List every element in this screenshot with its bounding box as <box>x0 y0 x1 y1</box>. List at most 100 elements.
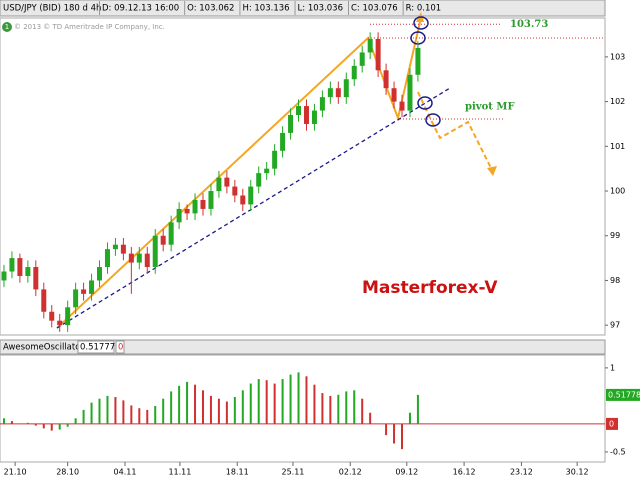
candle-body <box>288 115 294 133</box>
title: USD/JPY (BID) 180 d 4h <box>3 4 101 14</box>
header-divider <box>239 1 241 15</box>
candle-body <box>57 320 63 326</box>
candle-body <box>272 150 278 169</box>
osc-value-box <box>77 340 115 354</box>
x-tick-label: 28.10 <box>56 468 79 477</box>
candle-body <box>97 267 103 281</box>
candle-body <box>25 267 31 276</box>
y-tick-label: 1 <box>610 363 615 372</box>
marker <box>417 96 433 110</box>
candle-body <box>248 186 254 205</box>
x-tick-label: 11.11 <box>168 468 191 477</box>
candle-body <box>17 258 23 276</box>
x-tick-label: 30.12 <box>566 468 589 477</box>
header-divider <box>348 1 349 15</box>
candle-body <box>81 289 87 294</box>
candle-body <box>152 235 158 268</box>
candle-body <box>303 106 309 124</box>
trend-line <box>56 21 421 329</box>
watermark: Masterforex-V <box>362 278 498 298</box>
y-tick-label: 100 <box>610 187 625 196</box>
header-field: R: 0.101 <box>406 4 442 14</box>
y-tick-label: 102 <box>610 97 625 106</box>
candle-body <box>407 74 413 111</box>
candle-body <box>335 88 341 98</box>
candle-body <box>89 280 95 294</box>
candle-body <box>208 191 214 209</box>
level-label: 103.73 <box>510 19 548 30</box>
x-tick-label: 23.12 <box>510 468 533 477</box>
candle-body <box>144 253 150 268</box>
candle-body <box>319 97 325 111</box>
x-tick-label: 16.12 <box>453 468 476 477</box>
candle-body <box>184 208 190 214</box>
x-tick-label: 02.12 <box>339 468 362 477</box>
x-tick-label: 21.10 <box>4 468 27 477</box>
pivot-label: pivot MF <box>465 102 515 113</box>
osc-zero: 0 <box>118 343 123 353</box>
osc-panel <box>0 354 606 463</box>
x-tick-label: 18.11 <box>226 468 249 477</box>
header-divider <box>184 1 186 15</box>
header-bar <box>0 0 606 17</box>
candle-body <box>160 235 166 245</box>
candle-body <box>415 47 421 75</box>
y-tick-label: 99 <box>610 231 620 240</box>
candle-body <box>327 88 333 98</box>
y-tick-label: 0 <box>609 419 614 428</box>
candle-body <box>73 289 79 308</box>
candle-body <box>112 244 118 250</box>
header-divider <box>402 1 404 15</box>
candle-body <box>391 88 397 102</box>
candle-body <box>359 52 365 66</box>
header-field: D: 09.12.13 16:00 <box>102 4 179 14</box>
header-field: C: 103.076 <box>351 4 398 14</box>
osc-name: AwesomeOscillator <box>3 343 84 353</box>
y-tick-label: 97 <box>610 321 620 330</box>
candle-body <box>168 222 174 245</box>
candle-body <box>1 271 7 281</box>
candle-body <box>256 173 262 187</box>
x-tick-label: 25.11 <box>281 468 304 477</box>
candle-body <box>128 253 134 263</box>
header-field: O: 103.062 <box>187 4 234 14</box>
header-divider <box>294 1 296 15</box>
header-field: L: 103.036 <box>298 4 343 14</box>
candle-body <box>232 186 238 196</box>
candle-body <box>216 177 222 192</box>
candle-body <box>33 267 39 290</box>
candle-body <box>200 199 206 209</box>
header-divider <box>99 1 100 15</box>
osc-header <box>0 339 606 355</box>
candle-body <box>367 39 373 53</box>
candle-body <box>311 110 317 124</box>
candle-body <box>192 199 198 214</box>
candle-body <box>343 79 349 98</box>
price-panel <box>0 17 606 336</box>
x-tick-label: 04.11 <box>114 468 137 477</box>
candle-body <box>104 249 110 268</box>
header-field: H: 103.136 <box>242 4 289 14</box>
zero-box <box>606 417 618 430</box>
osc-zero-box <box>115 340 125 354</box>
arrow-head <box>487 166 497 176</box>
y-tick-label: 98 <box>610 276 620 285</box>
y-tick-label: -0.5 <box>610 447 626 456</box>
candle-body <box>240 195 246 205</box>
x-tick-label: 09.12 <box>395 468 418 477</box>
y-tick-label: 103 <box>610 52 625 61</box>
badge-text: 1 <box>5 23 9 31</box>
y-tick-label: 101 <box>610 142 625 151</box>
candle-body <box>264 168 270 174</box>
marker <box>425 113 441 127</box>
candle-body <box>296 106 302 116</box>
candle-body <box>383 70 389 89</box>
candle-body <box>351 65 357 80</box>
last-label: 0.51778 <box>608 390 640 399</box>
last-box <box>606 388 640 401</box>
candle-body <box>375 39 381 71</box>
candle-body <box>49 311 55 321</box>
candle-body <box>136 253 142 263</box>
candle-body <box>280 132 286 151</box>
